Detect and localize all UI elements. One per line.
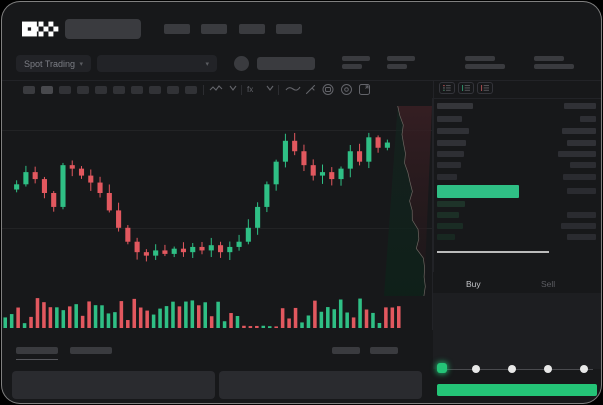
svg-text:fx: fx: [247, 85, 253, 93]
